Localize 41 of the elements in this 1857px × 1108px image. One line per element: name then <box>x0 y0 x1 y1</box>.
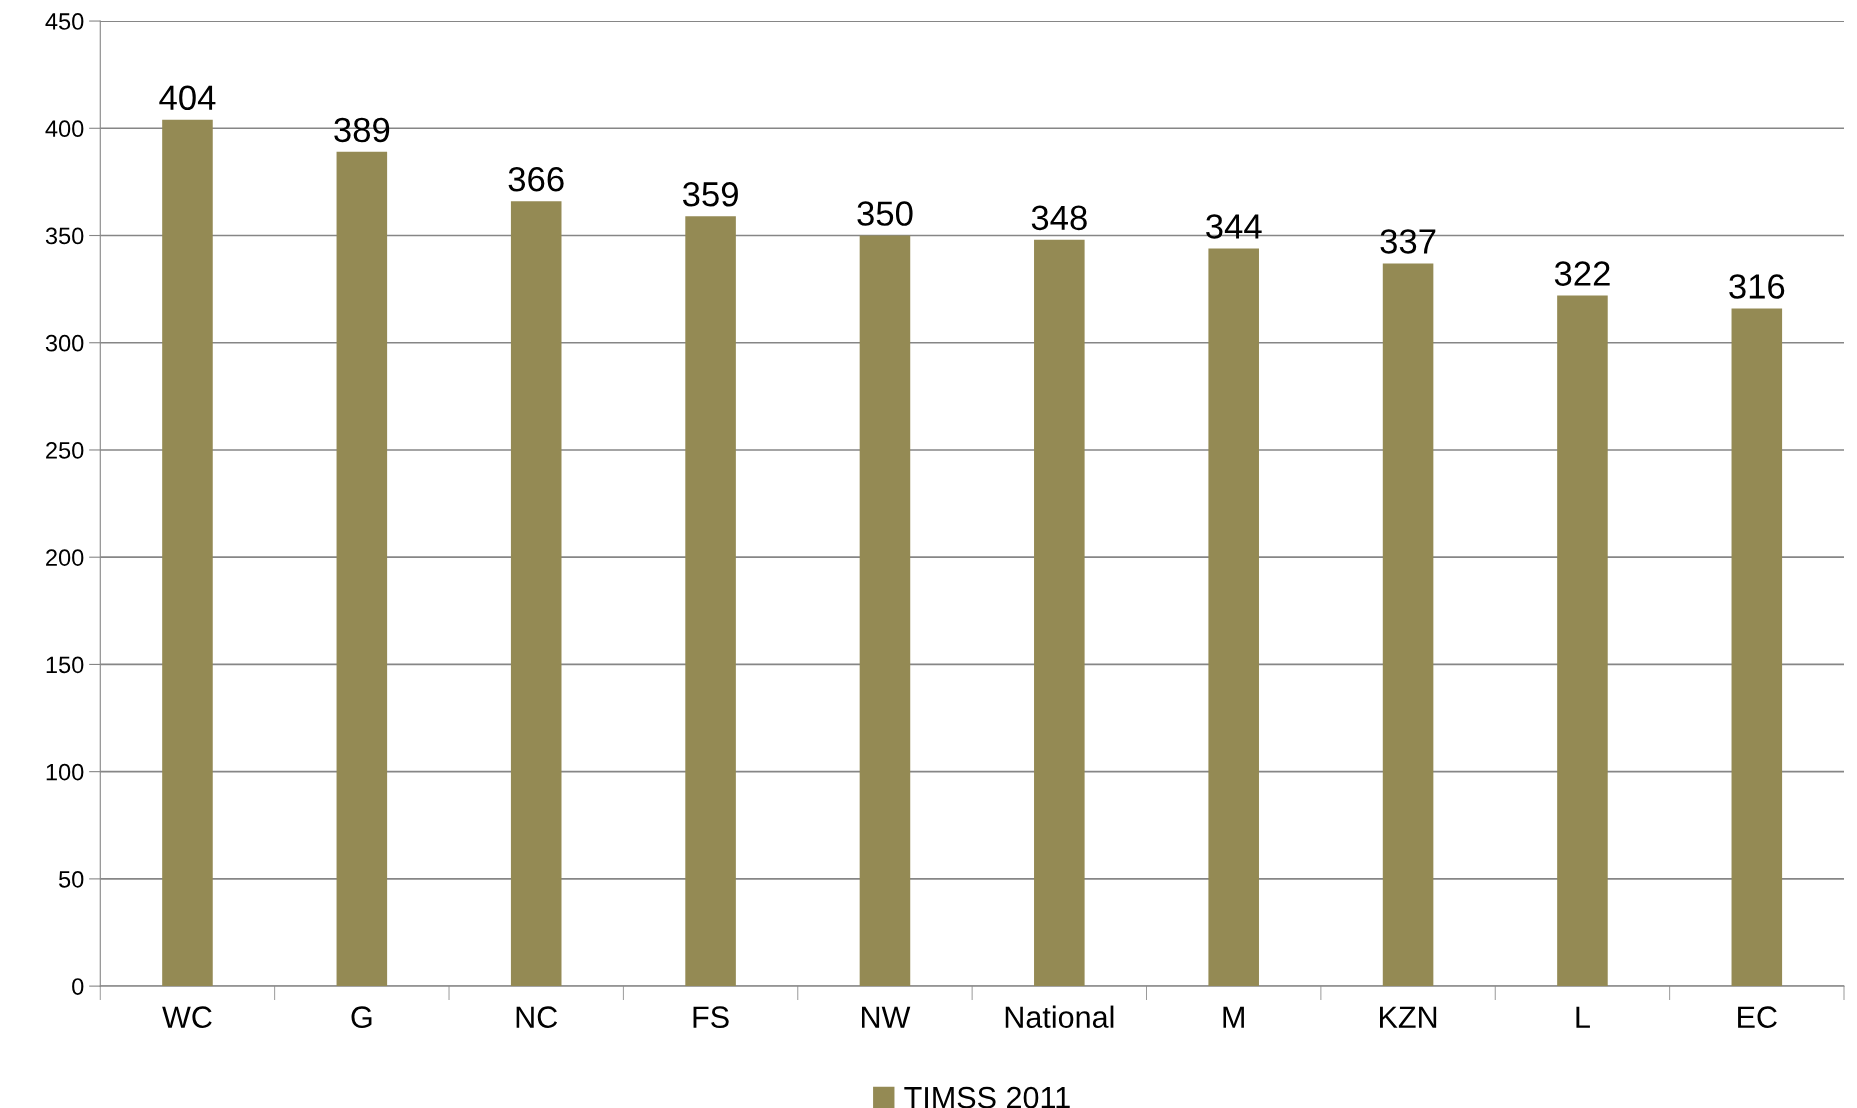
x-tick-label: NC <box>516 1006 558 1029</box>
bar <box>1208 248 1259 987</box>
data-label: 350 <box>857 201 913 226</box>
y-tick-label: 50 <box>58 870 84 888</box>
data-label: 337 <box>1380 229 1436 254</box>
bar <box>510 201 562 987</box>
bar <box>859 235 911 987</box>
data-label: 366 <box>508 166 564 192</box>
x-tick-label: NW <box>862 1006 911 1028</box>
data-label: 389 <box>334 117 390 143</box>
y-tick-label: 150 <box>46 656 84 674</box>
bar <box>336 151 388 987</box>
y-tick-label: 300 <box>45 334 84 352</box>
data-label: 359 <box>682 181 738 207</box>
y-tick-label: 200 <box>46 549 84 566</box>
y-tick-label: 250 <box>46 442 84 459</box>
y-tick-label: 450 <box>45 13 84 30</box>
bar <box>1557 295 1608 987</box>
data-label: 344 <box>1206 214 1262 239</box>
bar <box>1382 263 1434 987</box>
data-label: 322 <box>1554 261 1610 286</box>
x-tick-label: WC <box>162 1006 212 1029</box>
x-tick-label: L <box>1576 1006 1590 1028</box>
data-label: 316 <box>1729 274 1785 299</box>
legend-label: TIMSS 2011 <box>904 1086 1070 1108</box>
x-tick-label: EC <box>1738 1006 1777 1029</box>
bar <box>685 216 736 987</box>
y-tick-label: 400 <box>45 120 84 138</box>
bar <box>1731 308 1783 987</box>
bar <box>162 119 213 987</box>
data-label: 348 <box>1031 205 1087 231</box>
y-tick-label: 100 <box>46 763 84 781</box>
data-label: 404 <box>159 85 216 111</box>
bar <box>1034 239 1085 987</box>
x-tick-label: M <box>1223 1006 1244 1028</box>
x-tick-label: KZN <box>1380 1006 1437 1028</box>
x-tick-label: National <box>1005 1005 1114 1029</box>
y-tick-label: 0 <box>72 978 84 995</box>
x-tick-label: FS <box>693 1006 729 1029</box>
x-tick-label: G <box>351 1006 372 1029</box>
y-tick-label: 350 <box>45 227 84 245</box>
